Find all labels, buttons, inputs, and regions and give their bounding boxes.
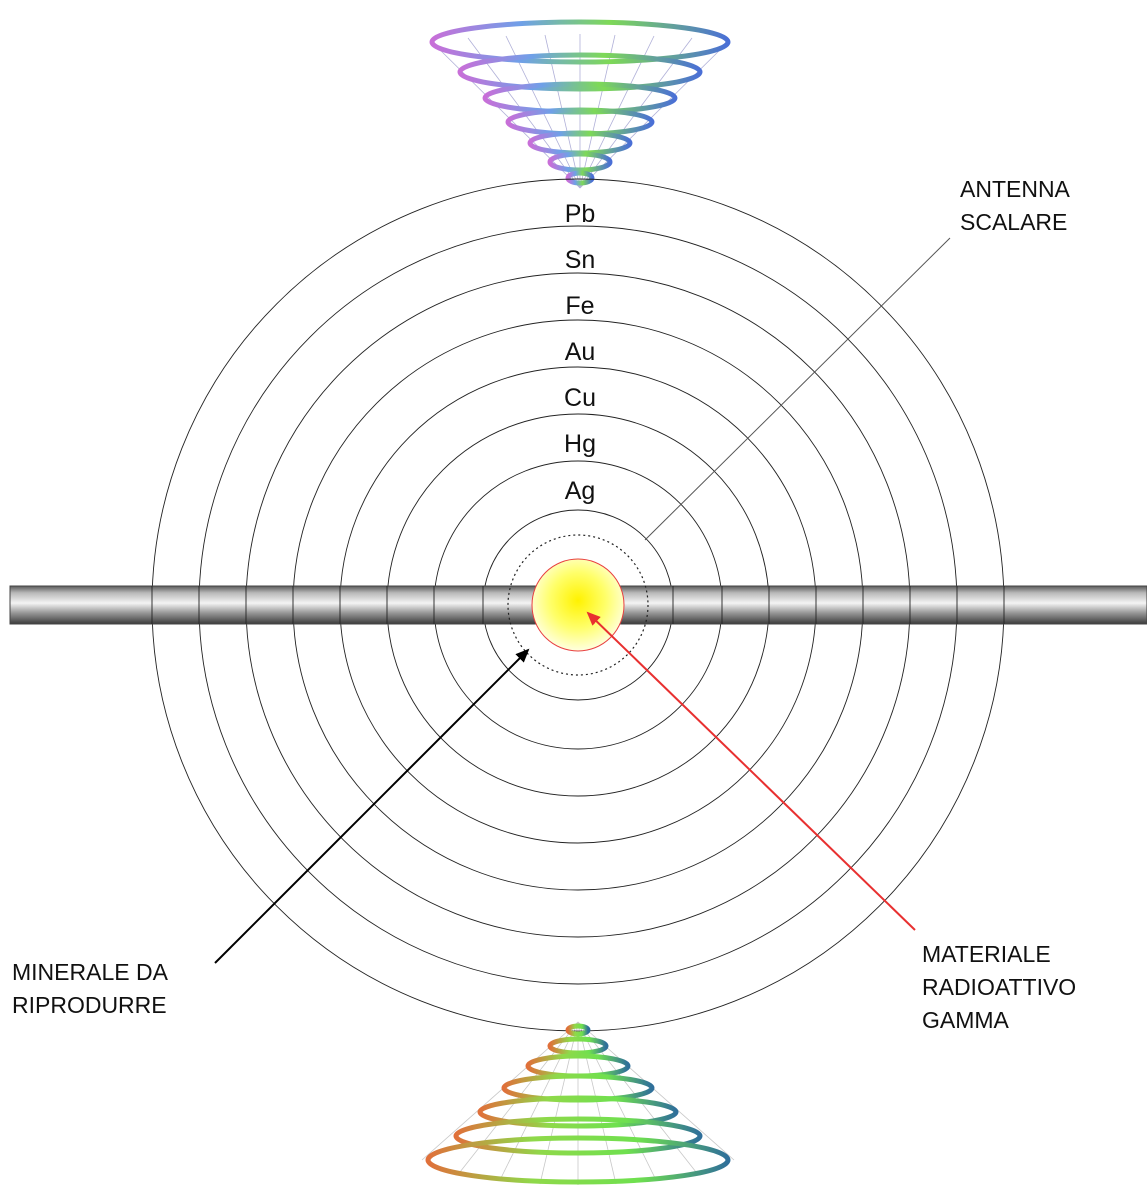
radioactive-label-line-1: MATERIALE [922, 941, 1051, 967]
radioactive-label: MATERIALE RADIOATTIVO GAMMA [922, 941, 1076, 1033]
radioactive-arrow [586, 611, 916, 931]
element-label-hg: Hg [564, 430, 596, 458]
element-label-pb: Pb [565, 200, 596, 228]
bar-ring-ticks [151, 586, 1005, 624]
antenna-label-line-2: SCALARE [960, 209, 1067, 235]
antenna-label: ANTENNA SCALARE [960, 176, 1071, 235]
mineral-label: MINERALE DA RIPRODURRE [12, 959, 169, 1018]
element-labels: Pb Sn Fe Au Cu Hg Ag [564, 200, 596, 505]
mineral-label-line-2: RIPRODURRE [12, 992, 167, 1018]
element-label-cu: Cu [564, 384, 596, 412]
radioactive-core [531, 558, 625, 652]
element-label-fe: Fe [565, 292, 594, 320]
radioactive-label-line-3: GAMMA [922, 1007, 1010, 1033]
antenna-leader-line [644, 237, 951, 541]
top-conical-coil-icon [429, 19, 731, 189]
element-label-ag: Ag [565, 477, 596, 505]
element-label-sn: Sn [565, 246, 596, 274]
mineral-label-line-1: MINERALE DA [12, 959, 169, 985]
mineral-arrow [214, 648, 530, 964]
antenna-label-line-1: ANTENNA [960, 176, 1071, 202]
mineral-dotted-ring [507, 534, 649, 676]
bottom-conical-coil-icon [421, 1021, 735, 1185]
radioactive-label-line-2: RADIOATTIVO [922, 974, 1076, 1000]
element-label-au: Au [565, 338, 596, 366]
